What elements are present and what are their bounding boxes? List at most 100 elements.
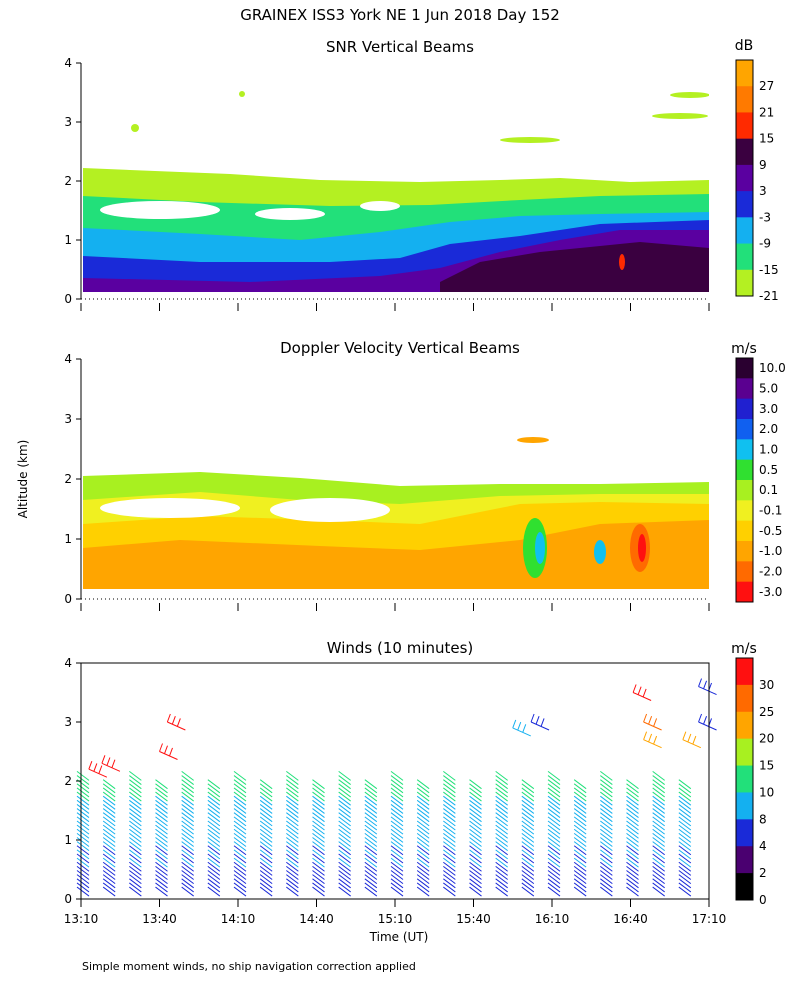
wind-barb-high [159,751,178,760]
wind-barb [573,791,587,802]
wind-barb [76,841,90,852]
wind-barb [338,779,351,790]
doppler-patch-blue [594,540,606,564]
wind-barb [129,816,142,827]
wind-barb [102,886,116,897]
wind-barb-feather [169,747,173,757]
wind-barb [573,841,587,852]
wind-barb [573,845,587,856]
wind-barb [443,886,456,897]
x-axis-label: Time (UT) [369,930,429,944]
colorbar-0-label: 3 [759,184,767,198]
wind-barb [233,787,247,798]
wind-barb [207,812,221,823]
wind-barb [102,787,116,798]
wind-barb [259,791,273,802]
wind-barb [495,824,508,835]
wind-barb-feather [648,716,653,725]
wind-barb [233,882,247,893]
wind-barb [207,816,221,827]
colorbar-0-frame [735,59,754,297]
wind-barb [573,886,587,897]
wind-barb [259,804,273,814]
wind-barb [416,849,430,860]
wind-barb [155,783,168,794]
wind-barb [390,799,404,810]
wind-barb [521,870,535,880]
colorbar-0: dB 27 21 15 9 3 -3 -9 -15 -21 [735,38,779,303]
doppler-region-orange [83,520,709,589]
wind-barb [469,791,482,802]
wind-barb [443,808,456,818]
wind-barb-feather [540,718,545,727]
wind-barb [626,832,639,843]
wind-barb [600,783,613,794]
wind-barb [207,882,221,893]
wind-barb [181,816,194,827]
wind-barb [678,820,692,831]
wind-barb [652,824,665,835]
wind-barb [469,812,482,823]
colorbar-2-cell [736,658,753,686]
wind-barb [416,816,430,827]
wind-barb [678,783,692,794]
wind-barb [600,874,613,885]
colorbar-0-cell [736,217,753,245]
wind-barb [155,824,168,835]
wind-barb [233,804,247,814]
wind-barb [416,795,430,806]
wind-barb [652,795,665,806]
wind-barb [181,791,194,802]
wind-barb [181,841,194,852]
wind-barb [495,775,508,785]
wind-barb [495,841,508,852]
wind-barb [364,832,378,843]
wind-barb-feather [111,759,116,768]
wind-barb [416,845,430,856]
wind-barb [652,882,665,893]
wind-barb [547,832,561,843]
colorbar-0-label: -9 [759,237,771,251]
wind-barb [521,812,535,823]
wind-barb [364,845,378,856]
wind-barb [364,866,378,876]
wind-barb [573,870,587,880]
wind-barb [469,808,482,818]
wind-barb [312,828,325,839]
wind-barb [129,870,142,880]
panel-1-y-tick-label: 0 [64,592,72,606]
wind-barb [312,816,325,827]
wind-barb [495,808,508,818]
wind-barb [286,779,299,790]
wind-barb [678,874,692,885]
wind-barb [129,775,142,785]
colorbar-1-cell [736,581,753,603]
wind-barb [678,849,692,860]
wind-barb [259,845,273,856]
wind-barb-feather [522,724,527,733]
colorbar-1-label: 1.0 [759,443,778,457]
wind-barb [390,795,404,806]
colorbar-2-label: 15 [759,759,774,773]
wind-barb [102,799,116,810]
wind-barb [312,779,325,790]
wind-barb [678,828,692,839]
colorbar-1-cell [736,398,753,420]
wind-barb [259,870,273,880]
wind-barb [207,841,221,852]
colorbar-0-label: -15 [759,263,779,277]
wind-barb [652,857,665,868]
wind-barb [312,845,325,856]
snr-patch-upper-2 [670,92,709,98]
panel-0-y-tick-label: 3 [64,115,72,129]
wind-barb [469,882,482,893]
wind-barb [181,771,194,781]
wind-barb [76,791,90,802]
wind-barb [521,874,535,885]
wind-barb [547,837,561,847]
wind-barb [600,828,613,839]
wind-barb-high [698,721,717,731]
wind-barb [521,795,535,806]
wind-barb [600,853,613,864]
